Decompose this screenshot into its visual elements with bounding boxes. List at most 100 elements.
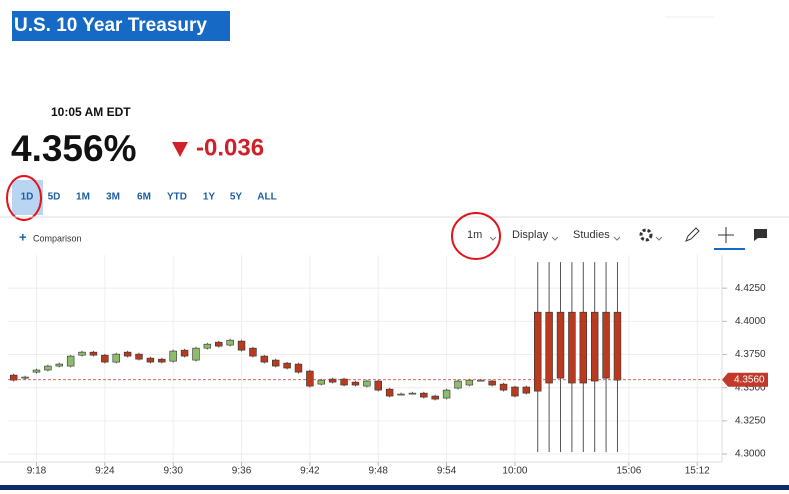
y-tick-label: 4.3000 [735,449,766,460]
candle-body [283,362,291,369]
chevron [613,236,621,241]
display-button[interactable]: Display [512,229,549,241]
candle-body [454,380,462,389]
candle-body [340,378,348,386]
price: 4.356% [11,128,137,169]
candle-body [522,386,531,394]
candle-body [385,388,394,397]
comment-icon[interactable] [754,229,767,241]
studies-button[interactable]: Studies [573,229,610,241]
interval-button[interactable]: 1m [467,229,482,241]
candle-body [180,349,189,357]
candle-body [146,357,155,363]
x-tick-label: 15:12 [685,466,710,477]
y-tick-label: 4.4250 [735,283,766,294]
down-arrow [172,142,188,157]
range-bar: 1D 5D 1M 3M 6M YTD 1Y 5Y ALL [21,192,277,203]
y-tick-label: 4.3500 [735,382,766,393]
x-tick-label: 9:24 [95,466,115,477]
x-tick-label: 9:48 [369,466,389,477]
candle-body [328,378,337,383]
settings-icon[interactable] [639,228,653,242]
draw-icon[interactable] [685,227,700,242]
x-tick-label: 10:00 [502,466,527,477]
candle-body [442,389,451,399]
grid [8,255,720,462]
candle-body [260,355,269,363]
candle-body [135,353,143,360]
candle-body [271,359,280,367]
range-button[interactable]: 5D [48,192,61,203]
candle-body [602,311,610,379]
x-tick-label: 9:54 [437,466,457,477]
plus-icon: + [19,229,27,244]
range-button[interactable]: 3M [106,192,120,203]
candle-body [465,379,474,386]
candle-body [226,339,234,346]
candle-body [32,369,41,373]
candle-body [545,311,553,384]
candle-body [249,347,257,357]
last-price-label: 4.3560 [734,374,765,385]
candle-body [78,351,86,356]
candle-body [169,350,177,362]
last-price-tag [722,372,768,387]
candle-body [511,386,519,397]
change: -0.036 [196,134,264,161]
chevron [655,236,663,241]
candle-body [351,381,360,386]
candle-body [112,353,120,363]
footer-bar [0,485,789,490]
candle-body [556,311,565,379]
title-highlight [12,11,230,41]
candle-body [158,358,166,363]
candle-body [590,311,599,382]
quote-time: 10:05 AM EDT [51,105,131,119]
candle-body [397,393,405,396]
candle-body [215,341,223,347]
candle-body [89,351,98,356]
candle-body [55,363,63,367]
candle-body [294,363,303,373]
chevron [551,236,559,241]
range-button[interactable]: 1M [76,192,90,203]
candle-body [579,311,588,384]
candle-body [66,355,75,367]
candle-body [499,383,508,391]
annotation-circle [451,212,501,260]
x-tick-label: 9:36 [232,466,252,477]
x-tick-label: 9:30 [163,466,183,477]
candle-body [192,347,200,361]
candle-body [420,392,428,398]
chevron [489,236,497,241]
comparison-button[interactable]: Comparison [33,233,82,243]
candle-body [363,380,371,387]
range-button[interactable]: 5Y [230,192,243,203]
crosshair-icon[interactable] [718,227,734,243]
range-button[interactable]: 1Y [203,192,216,203]
candle-body [488,380,496,386]
y-tick-label: 4.3750 [735,349,766,360]
candle-body [317,379,325,385]
candle-body [306,370,314,387]
candle-body [477,379,485,382]
candle-body [237,340,246,351]
range-button[interactable]: ALL [257,192,276,203]
range-button[interactable]: 1D [21,192,34,203]
candle-body [101,354,109,363]
x-tick-label: 9:18 [27,466,47,477]
range-button[interactable]: 6M [137,192,151,203]
candle-body [123,351,132,357]
candle-body [408,392,417,395]
candle-body [568,311,576,384]
range-button[interactable]: YTD [167,192,187,203]
x-tick-label: 15:06 [616,466,641,477]
annotation-circle [6,175,42,221]
title: U.S. 10 Year Treasury [14,15,207,36]
candle-body [203,343,212,349]
candle-body [21,376,29,379]
candle-body [44,365,52,371]
x-tick-label: 9:42 [300,466,320,477]
y-tick-label: 4.3250 [735,416,766,427]
